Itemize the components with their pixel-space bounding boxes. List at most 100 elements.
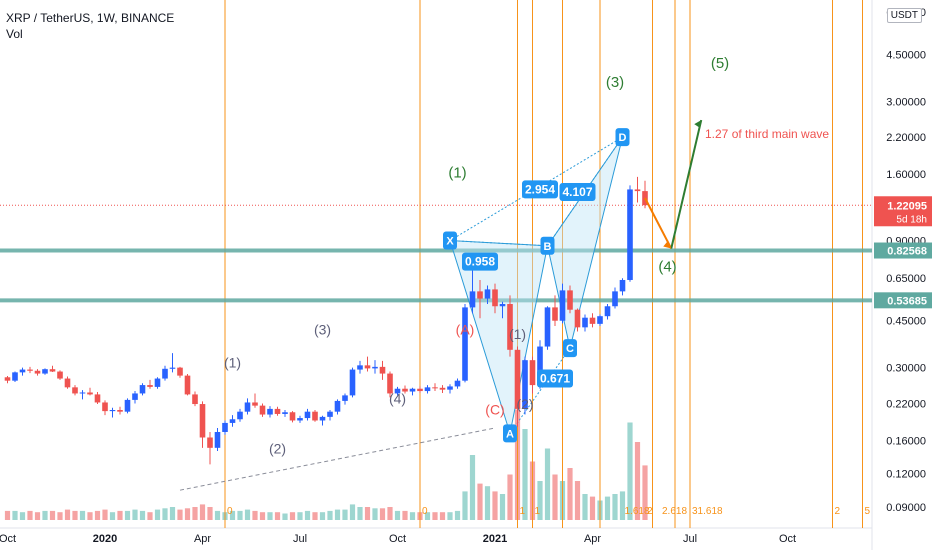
candle-body	[34, 370, 41, 374]
candle-body	[177, 367, 183, 376]
pattern-ac-dotted	[509, 347, 571, 434]
ratio-label: 2.954	[525, 182, 555, 196]
price-tick-label: 4.50000	[886, 49, 926, 61]
volume-bar	[34, 512, 41, 520]
ratio-badge: 0.958	[462, 252, 498, 271]
ratio-badge-background	[522, 180, 558, 199]
candle-body	[477, 291, 483, 299]
price-tick-label: 1.60000	[886, 169, 926, 181]
candle-body	[522, 360, 528, 409]
pattern-xb-dotted	[449, 240, 548, 247]
candle-body	[147, 385, 153, 387]
volume-bar	[4, 510, 11, 520]
time-tick-label: Jul	[293, 533, 307, 545]
candle-body	[552, 307, 558, 321]
candle-body	[64, 378, 71, 388]
candle-body	[634, 189, 641, 192]
candle-body	[4, 377, 11, 381]
volume-bar	[484, 486, 491, 520]
volume-bar	[199, 504, 206, 520]
projection-arrow-up	[670, 119, 703, 249]
candle-body	[537, 346, 543, 386]
level-price-badge: 0.82568	[874, 242, 932, 259]
wave-label: (3)	[314, 321, 331, 337]
fib-label: 1	[535, 506, 541, 517]
wave-label: (1)	[224, 355, 241, 371]
last-price-badge-background	[874, 196, 932, 227]
candle-body	[297, 418, 303, 421]
candle-body	[124, 399, 131, 412]
candle-body	[79, 392, 86, 394]
volume-bar	[477, 483, 483, 520]
candle-body	[559, 290, 566, 321]
wave-label: (2)	[269, 440, 286, 456]
candle-body	[27, 369, 33, 371]
ratio-label: 0.958	[465, 255, 495, 269]
level-badge-label: 0.82568	[887, 246, 927, 258]
price-tick-label: 0.16000	[886, 435, 926, 447]
candle-body	[132, 393, 138, 400]
candle-body	[334, 400, 341, 412]
candle-body	[12, 372, 18, 381]
candle-body	[117, 410, 123, 412]
candle-body	[567, 290, 573, 310]
candle-body	[274, 408, 281, 414]
candle-body	[387, 373, 393, 394]
volume-bar	[312, 512, 318, 520]
price-tick-label: 2.20000	[886, 132, 926, 144]
candle-body	[229, 419, 236, 423]
volume-bar	[379, 508, 386, 520]
candle-body	[529, 360, 536, 386]
ratio-badge-background	[559, 182, 596, 201]
ratio-label: 4.107	[562, 185, 592, 199]
candle-body	[282, 412, 288, 414]
ratio-badge: 0.671	[537, 369, 573, 388]
candle-body	[312, 411, 318, 421]
volume-bar	[612, 494, 618, 520]
candle-body	[514, 349, 521, 409]
volume-bar	[319, 512, 326, 520]
ratio-badge-background	[462, 252, 498, 271]
volume-bar	[634, 442, 641, 520]
candle-body	[154, 378, 161, 387]
volume-bar	[402, 510, 408, 520]
harmonic-point-label: A	[506, 428, 514, 440]
volume-bar	[462, 491, 468, 520]
candle-body	[162, 368, 168, 379]
fib-label: 2	[647, 506, 653, 517]
currency-unit-badge[interactable]: USDT	[886, 8, 922, 23]
candle-body	[319, 416, 326, 421]
price-tick-label: 0.12000	[886, 469, 926, 481]
time-tick-label: Jul	[683, 533, 697, 545]
candle-body	[237, 411, 243, 420]
candle-body	[627, 189, 633, 280]
candle-body	[394, 388, 401, 394]
wave-label: (1)	[509, 326, 526, 342]
candle-body	[252, 402, 258, 406]
volume-bar	[604, 496, 611, 520]
candle-body	[499, 304, 506, 307]
harmonic-point-b: B	[540, 236, 555, 255]
fib-label: 2	[835, 506, 841, 517]
volume-bar	[49, 510, 56, 520]
volume-bar	[522, 429, 528, 520]
harmonic-point-d: D	[615, 128, 630, 147]
candle-body	[327, 411, 333, 417]
volume-bar	[349, 504, 356, 520]
price-tick-label: 0.45000	[886, 316, 926, 328]
harmonic-point-badge	[615, 128, 630, 147]
volume-bar	[589, 496, 596, 520]
volume-bar	[567, 468, 573, 520]
volume-bar	[454, 510, 461, 520]
time-tick-label: 2020	[93, 533, 117, 545]
candle-body	[109, 410, 116, 412]
ratio-badge: 4.107	[559, 182, 596, 201]
volume-bar	[552, 474, 558, 520]
volume-bar	[177, 509, 183, 520]
price-tick-label: 3.00000	[886, 96, 926, 108]
ratio-label: 0.671	[540, 372, 570, 386]
candle-body	[42, 369, 48, 374]
fib-label: 1.618	[625, 506, 650, 517]
fib-label: 31.618	[692, 506, 723, 517]
